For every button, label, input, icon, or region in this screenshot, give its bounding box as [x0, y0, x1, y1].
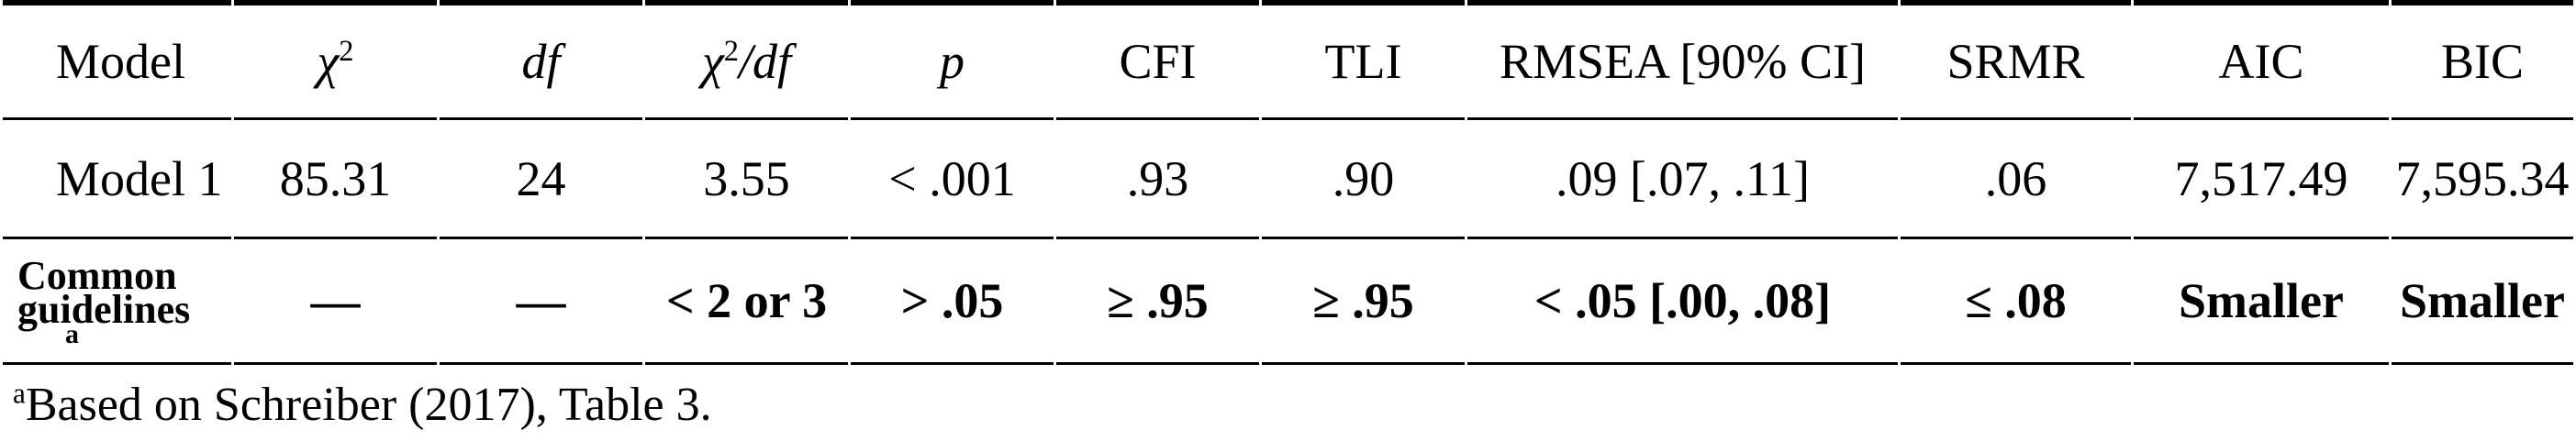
col-header-srmr: SRMR [1901, 0, 2131, 120]
cell-model1-cfi: .93 [1056, 120, 1259, 239]
cell-model1-df: 24 [440, 120, 642, 239]
cell-guidelines-bic: Smaller [2392, 239, 2573, 365]
cell-model1-chi-square: 85.31 [234, 120, 437, 239]
table-footnote: aBased on Schreiber (2017), Table 3. [13, 378, 2576, 433]
cell-model1-bic: 7,595.34 [2392, 120, 2573, 239]
col-header-cfi: CFI [1056, 0, 1259, 120]
cell-guidelines-df: — [440, 239, 642, 365]
common-guidelines-row: Common guidelines a — — < 2 or 3 > .05 ≥… [3, 239, 2573, 365]
cell-guidelines-srmr: ≤ .08 [1901, 239, 2131, 365]
col-header-tli: TLI [1262, 0, 1465, 120]
cell-model1-tli: .90 [1262, 120, 1465, 239]
col-header-model: Model [3, 0, 231, 120]
table-header-row: Model χ2 df χ2/df p CFI TLI RMSEA [90% C… [3, 0, 2573, 120]
col-header-aic: AIC [2134, 0, 2389, 120]
model1-row: Model 1 85.31 24 3.55 < .001 .93 .90 .09… [3, 120, 2573, 239]
col-header-p: p [851, 0, 1054, 120]
col-header-bic: BIC [2392, 0, 2573, 120]
cell-guidelines-tli: ≥ .95 [1262, 239, 1465, 365]
cell-guidelines-chi-square-df: < 2 or 3 [645, 239, 848, 365]
footnote-superscript-a: a [13, 377, 26, 410]
cell-model1-srmr: .06 [1901, 120, 2131, 239]
cell-guidelines-p: > .05 [851, 239, 1054, 365]
col-header-chi-square-df: χ2/df [645, 0, 848, 120]
cell-model1-p: < .001 [851, 120, 1054, 239]
col-header-rmsea: RMSEA [90% CI] [1467, 0, 1898, 120]
cell-guidelines-aic: Smaller [2134, 239, 2389, 365]
col-header-chi-square: χ2 [234, 0, 437, 120]
cell-model1-chi-square-df: 3.55 [645, 120, 848, 239]
cell-model1-rmsea: .09 [.07, .11] [1467, 120, 1898, 239]
cell-guidelines-label: Common guidelines a [3, 239, 231, 365]
cell-model1-label: Model 1 [3, 120, 231, 239]
cell-guidelines-chi-square: — [234, 239, 437, 365]
footnote-text: Based on Schreiber (2017), Table 3. [25, 379, 712, 431]
cell-guidelines-cfi: ≥ .95 [1056, 239, 1259, 365]
cell-guidelines-rmsea: < .05 [.00, .08] [1467, 239, 1898, 365]
cell-model1-aic: 7,517.49 [2134, 120, 2389, 239]
col-header-df: df [440, 0, 642, 120]
footnote-marker-a: a [65, 319, 79, 349]
model-fit-table: Model χ2 df χ2/df p CFI TLI RMSEA [90% C… [3, 0, 2573, 365]
